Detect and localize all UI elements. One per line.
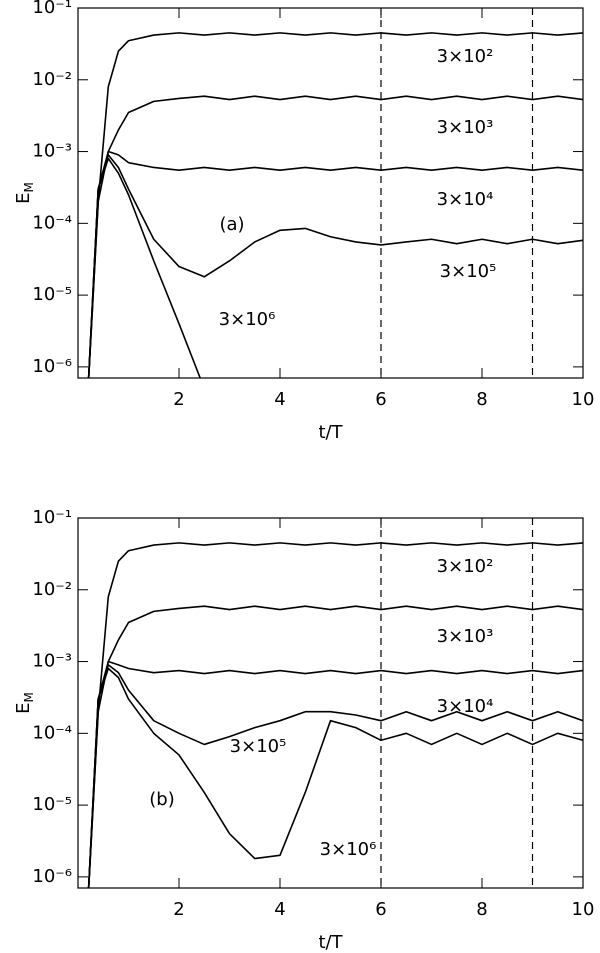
y-tick-label: 10⁻² xyxy=(32,579,72,600)
y-tick-label: 10⁻¹ xyxy=(32,507,72,528)
series-label: 3×10⁶ xyxy=(219,309,276,330)
series-label: 3×10³ xyxy=(437,626,494,647)
x-tick-label: 2 xyxy=(173,389,184,410)
series-line xyxy=(87,664,583,888)
series-line xyxy=(87,542,583,888)
series-line xyxy=(87,660,583,888)
series-line xyxy=(87,157,202,378)
y-tick-label: 10⁻⁴ xyxy=(32,212,72,233)
panel-label: (b) xyxy=(149,789,174,810)
series-label: 3×10⁴ xyxy=(437,696,494,717)
series-label: 3×10² xyxy=(437,556,494,577)
x-tick-label: 4 xyxy=(274,389,285,410)
panel: 10⁻⁶ 10⁻⁵ 10⁻⁴ 10⁻³ 10⁻² 10⁻¹ 2 4 6 8 10 t/T EM 3×10²… xyxy=(13,0,594,443)
y-tick-label: 10⁻² xyxy=(32,69,72,90)
x-tick-label: 8 xyxy=(476,899,487,920)
y-axis-label-sub: M xyxy=(22,692,36,702)
series-label: 3×10³ xyxy=(437,117,494,138)
y-tick-label: 10⁻⁵ xyxy=(32,794,72,815)
x-tick-label: 4 xyxy=(274,899,285,920)
y-tick-label: 10⁻¹ xyxy=(32,0,72,18)
panel: 10⁻⁶ 10⁻⁵ 10⁻⁴ 10⁻³ 10⁻² 10⁻¹ 2 4 6 8 10 t/T EM 3×10²… xyxy=(13,507,594,953)
y-axis-label-sub: M xyxy=(22,182,36,192)
y-axis-label: EM xyxy=(13,692,36,714)
series-label: 3×10² xyxy=(437,46,494,67)
x-tick-label: 8 xyxy=(476,389,487,410)
series-line xyxy=(87,154,583,378)
series-line xyxy=(87,95,583,378)
y-tick-label: 10⁻⁶ xyxy=(32,356,72,377)
y-axis-label-main: E xyxy=(13,702,34,713)
y-tick-label: 10⁻³ xyxy=(32,651,72,672)
series-line xyxy=(87,32,583,378)
y-axis-label-main: E xyxy=(13,192,34,203)
series-label: 3×10⁵ xyxy=(440,261,497,282)
x-tick-label: 10 xyxy=(572,389,595,410)
plot-frame xyxy=(77,7,584,379)
series-label: 3×10⁴ xyxy=(437,189,494,210)
series-line xyxy=(87,605,583,888)
x-axis-label: t/T xyxy=(318,932,343,953)
series-label: 3×10⁵ xyxy=(230,736,287,757)
x-tick-label: 6 xyxy=(375,899,386,920)
panel-label: (a) xyxy=(219,214,244,235)
plot-frame xyxy=(77,517,584,889)
x-tick-label: 2 xyxy=(173,899,184,920)
y-tick-label: 10⁻⁴ xyxy=(32,722,72,743)
x-tick-label: 6 xyxy=(375,389,386,410)
series-line xyxy=(87,150,583,378)
y-tick-label: 10⁻³ xyxy=(32,141,72,162)
x-tick-label: 10 xyxy=(572,899,595,920)
series-label: 3×10⁶ xyxy=(320,839,377,860)
y-axis-label: EM xyxy=(13,182,36,204)
series-line xyxy=(87,667,583,888)
y-tick-label: 10⁻⁶ xyxy=(32,866,72,887)
x-axis-label: t/T xyxy=(318,422,343,443)
y-tick-label: 10⁻⁵ xyxy=(32,284,72,305)
